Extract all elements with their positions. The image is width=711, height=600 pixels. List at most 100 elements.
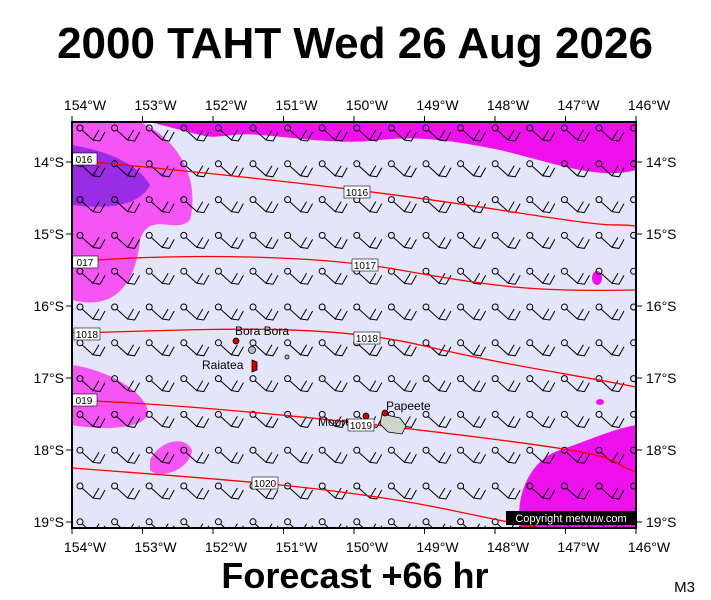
barb	[231, 346, 244, 357]
barb	[473, 418, 487, 428]
barb	[508, 346, 521, 357]
isobar-label: 1016	[346, 188, 369, 199]
axes: 154°W 154°W 153°W 153°W 152°W 152°W 151°W 151°W…	[33, 97, 676, 555]
barb	[265, 131, 279, 142]
barb	[162, 203, 175, 214]
barb-station	[491, 231, 499, 239]
barb	[127, 382, 141, 393]
barb	[196, 274, 210, 285]
barb-station	[526, 410, 534, 418]
barb-station	[560, 231, 568, 239]
place-label: Raiatea	[202, 358, 244, 372]
barb-station	[560, 410, 568, 418]
barb-station	[353, 375, 361, 383]
lat-label: 18°S	[646, 442, 677, 458]
barb	[404, 167, 417, 178]
barb-station	[491, 124, 499, 132]
isobar-label-box	[72, 393, 98, 407]
barb	[438, 203, 452, 214]
barb-station	[76, 482, 84, 490]
isobar-label: 1019	[350, 421, 373, 432]
barb-station	[387, 375, 395, 383]
barb-station	[180, 303, 188, 311]
isobar-label: 017	[77, 258, 94, 269]
barb	[92, 274, 106, 285]
barb-station	[491, 303, 499, 311]
barb	[162, 274, 175, 285]
barb	[300, 274, 314, 285]
barb-station	[491, 375, 499, 383]
isobar-label-box	[351, 258, 379, 272]
barb	[231, 131, 244, 142]
barb-station	[145, 231, 153, 239]
barb	[162, 382, 175, 393]
barb	[647, 275, 659, 284]
barb	[611, 239, 625, 249]
barb-station	[214, 303, 222, 311]
barb	[335, 310, 348, 321]
barb-station	[145, 339, 153, 347]
barb-station	[318, 160, 326, 168]
barb-station	[457, 482, 465, 490]
barb-station	[560, 339, 568, 347]
barb	[647, 490, 659, 499]
barb-station	[145, 303, 153, 311]
barb-station	[422, 482, 430, 490]
barb-station	[353, 124, 361, 132]
barb-station	[560, 124, 568, 132]
barb	[647, 132, 659, 141]
barb	[335, 274, 348, 285]
barb	[473, 203, 487, 214]
barb-station	[353, 446, 361, 454]
barb-station	[318, 303, 326, 311]
barb-station	[180, 446, 188, 454]
barb	[577, 167, 590, 178]
barb-station	[318, 124, 326, 132]
barb	[647, 418, 659, 427]
barb-station	[111, 410, 119, 418]
barb	[404, 239, 417, 249]
barb-station	[180, 160, 188, 168]
barb	[508, 310, 521, 321]
barb-station	[214, 482, 222, 490]
barb-station	[457, 446, 465, 454]
lon-label: 154°W	[64, 97, 107, 113]
barb	[92, 382, 106, 393]
barb	[404, 310, 417, 321]
barb	[404, 346, 417, 357]
barb-station	[595, 196, 603, 204]
barb-station	[526, 267, 534, 275]
isobar-labels: 016 1016 017 1017 1018 1018 019 1019 1020	[72, 152, 381, 490]
barb	[611, 131, 625, 142]
barb	[265, 489, 279, 500]
barb-station	[526, 446, 534, 454]
barb	[577, 131, 590, 142]
barb	[335, 239, 348, 249]
place-label: Papeete	[386, 399, 431, 413]
barb	[265, 310, 279, 321]
barb	[162, 167, 175, 178]
barb-station	[76, 231, 84, 239]
barb	[92, 239, 106, 249]
barb-station	[180, 231, 188, 239]
barb-station	[180, 410, 188, 418]
code: M3	[674, 579, 695, 596]
barb-station	[422, 518, 430, 526]
barb-station	[491, 196, 499, 204]
barb	[196, 489, 210, 500]
barb-station	[284, 339, 292, 347]
barb	[127, 274, 141, 285]
barb-station	[111, 303, 119, 311]
barb-station	[595, 446, 603, 454]
barb	[473, 274, 487, 285]
barb-station	[249, 518, 257, 526]
barb	[196, 203, 210, 214]
barb-station	[491, 482, 499, 490]
barb	[473, 453, 487, 464]
isobar-label-box	[72, 255, 99, 269]
lon-label: 152°W	[205, 97, 248, 113]
barb-station	[76, 410, 84, 418]
barb-station	[318, 339, 326, 347]
barb-station	[214, 160, 222, 168]
barb-station	[387, 482, 395, 490]
